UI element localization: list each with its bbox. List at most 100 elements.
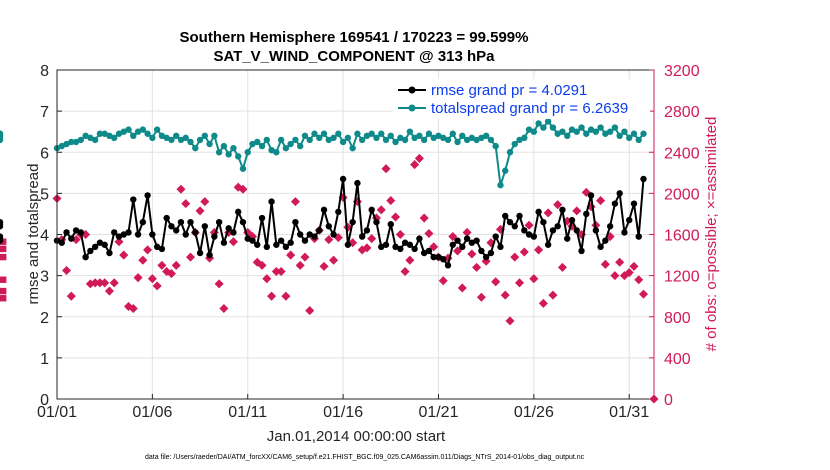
obs-assimilated-marker bbox=[109, 278, 119, 288]
obs-assimilated-marker bbox=[519, 247, 529, 257]
totalspread-point bbox=[325, 136, 332, 144]
totalspread-point bbox=[549, 124, 557, 131]
totalspread-point bbox=[306, 136, 313, 144]
totalspread-point bbox=[311, 130, 318, 137]
obs-assimilated-marker bbox=[286, 250, 296, 260]
totalspread-point bbox=[420, 136, 428, 144]
totalspread-point bbox=[564, 132, 571, 139]
y2-tick-label: 800 bbox=[664, 310, 691, 327]
totalspread-point bbox=[602, 130, 609, 137]
totalspread-point bbox=[301, 132, 309, 139]
rmse-point bbox=[373, 218, 380, 226]
y2-tick-label: 0 bbox=[664, 392, 673, 409]
rmse-point bbox=[0, 237, 4, 244]
rmse-point bbox=[282, 243, 290, 251]
totalspread-point bbox=[292, 136, 299, 144]
totalspread-point bbox=[139, 126, 147, 133]
chart-subtitle: SAT_V_WIND_COMPONENT @ 313 hPa bbox=[213, 48, 495, 65]
obs-assimilated-marker bbox=[0, 253, 7, 261]
obs-assimilated-marker bbox=[147, 274, 157, 284]
rmse-point bbox=[153, 243, 161, 251]
rmse-point bbox=[230, 229, 237, 236]
rmse-point bbox=[521, 227, 528, 234]
totalspread-point bbox=[406, 128, 414, 135]
rmse-point bbox=[506, 218, 514, 226]
y2-tick-label: 1600 bbox=[664, 228, 700, 245]
totalspread-point bbox=[258, 142, 266, 150]
obs-assimilated-marker bbox=[66, 291, 76, 301]
totalspread-point bbox=[330, 134, 337, 142]
obs-assimilated-marker bbox=[557, 262, 567, 272]
totalspread-point bbox=[58, 142, 65, 150]
totalspread-point bbox=[177, 136, 185, 144]
totalspread-point bbox=[344, 134, 352, 142]
totalspread-point bbox=[478, 134, 485, 142]
rmse-point bbox=[406, 241, 414, 248]
x-tick-label: 01/01 bbox=[37, 404, 77, 421]
obs-assimilated-marker bbox=[100, 278, 110, 288]
obs-assimilated-marker bbox=[524, 220, 534, 230]
x-tick-label: 01/26 bbox=[514, 404, 554, 421]
rmse-point bbox=[468, 239, 476, 246]
totalspread-point bbox=[339, 138, 347, 146]
y-tick-label: 0 bbox=[40, 392, 49, 409]
rmse-point bbox=[635, 233, 642, 240]
totalspread-point bbox=[263, 136, 271, 144]
rmse-point bbox=[287, 239, 294, 246]
rmse-point bbox=[130, 196, 137, 203]
rmse-point bbox=[277, 237, 285, 244]
totalspread-point bbox=[497, 181, 504, 189]
obs-assimilated-marker bbox=[181, 199, 191, 209]
totalspread-point bbox=[277, 136, 285, 144]
y2-axis-label: # of obs: o=possible; ×=assimilated bbox=[703, 117, 720, 352]
totalspread-point bbox=[268, 146, 275, 154]
obs-assimilated-marker bbox=[90, 278, 100, 288]
rmse-point bbox=[68, 235, 75, 242]
rmse-point bbox=[482, 253, 490, 261]
y-tick-label: 1 bbox=[40, 351, 49, 368]
totalspread-point bbox=[130, 132, 137, 139]
y-tick-label: 8 bbox=[40, 63, 49, 80]
obs-assimilated-marker bbox=[543, 208, 553, 218]
data-file-footnote: data file: /Users/raeder/DAI/ATM_forcXX/… bbox=[145, 454, 585, 461]
totalspread-point bbox=[592, 128, 600, 135]
y-tick-label: 6 bbox=[40, 145, 49, 162]
legend: rmse grand pr = 4.0291 totalspread grand… bbox=[393, 79, 650, 119]
totalspread-point bbox=[134, 128, 142, 135]
rmse-point bbox=[82, 253, 89, 261]
totalspread-point bbox=[149, 134, 156, 142]
totalspread-point bbox=[416, 132, 423, 139]
obs-assimilated-marker bbox=[0, 245, 7, 253]
rmse-point bbox=[358, 233, 366, 240]
obs-assimilated-marker bbox=[128, 303, 138, 314]
totalspread-point bbox=[521, 134, 528, 142]
legend-marker-totalspread bbox=[408, 104, 416, 112]
obs-assimilated-marker bbox=[634, 275, 644, 285]
obs-assimilated-marker bbox=[0, 295, 7, 302]
rmse-point bbox=[101, 241, 108, 248]
totalspread-point bbox=[125, 126, 132, 133]
rmse-point bbox=[559, 206, 566, 214]
rmse-point bbox=[268, 198, 275, 205]
rmse-point bbox=[578, 247, 585, 255]
y2-tick-label: 2800 bbox=[664, 104, 700, 121]
obs-assimilated-marker bbox=[515, 278, 525, 288]
totalspread-point bbox=[611, 124, 619, 131]
rmse-point bbox=[325, 223, 332, 230]
rmse-point bbox=[91, 243, 99, 251]
totalspread-point bbox=[468, 134, 476, 142]
totalspread-point bbox=[573, 128, 580, 135]
rmse-point bbox=[311, 233, 318, 240]
x-tick-label: 01/11 bbox=[228, 404, 267, 421]
legend-label-totalspread: totalspread grand pr = 6.2639 bbox=[431, 100, 628, 117]
totalspread-point bbox=[215, 149, 223, 156]
totalspread-point bbox=[568, 126, 576, 133]
rmse-point bbox=[516, 212, 523, 220]
rmse-point bbox=[344, 241, 352, 248]
rmse-point bbox=[459, 243, 466, 251]
x-axis-label: Jan.01,2014 00:00:00 start bbox=[267, 428, 446, 445]
rmse-point bbox=[234, 208, 242, 216]
totalspread-point bbox=[173, 132, 180, 139]
totalspread-point bbox=[397, 134, 404, 142]
y-axis-label: rmse and totalspread bbox=[25, 164, 42, 305]
